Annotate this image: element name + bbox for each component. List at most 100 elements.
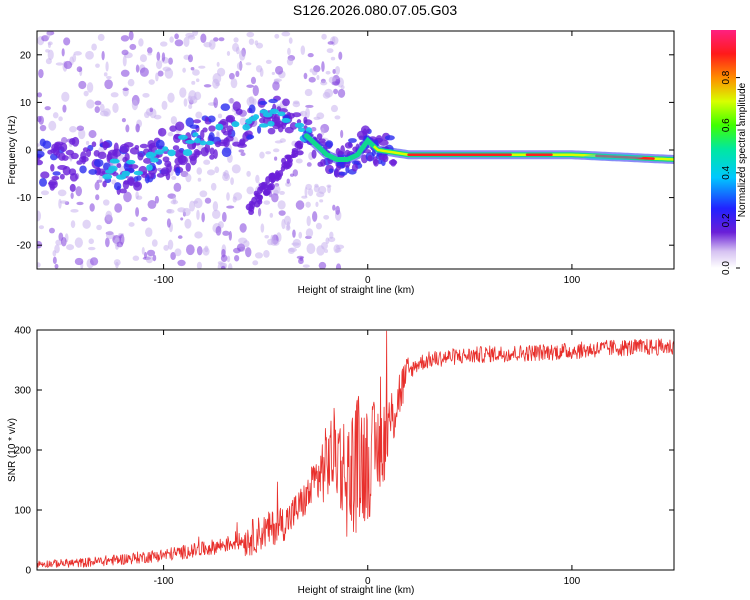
spectrogram-noise-blob	[37, 210, 42, 222]
spectrogram-noise-blob	[226, 50, 231, 56]
spectrogram-band-blob	[50, 164, 55, 172]
spectrogram-core-blob	[199, 140, 207, 146]
spectrogram-band-blob	[226, 125, 234, 133]
spectrogram-core-blob	[194, 137, 201, 144]
spectrogram-core-blob	[281, 117, 291, 123]
spectrogram-noise-blob	[195, 111, 203, 119]
spectrogram-noise-blob	[300, 45, 306, 55]
spectrogram-noise-blob	[40, 190, 50, 196]
spectrogram-band-blob	[119, 143, 130, 154]
spectrogram-noise-blob	[145, 255, 154, 264]
spectrogram-band-blob	[58, 152, 66, 161]
spectrogram-noise-blob	[264, 235, 269, 239]
spectrogram-noise-blob	[105, 61, 109, 72]
spectrogram-band-blob	[237, 143, 247, 148]
spectrogram-noise-blob	[135, 191, 139, 200]
spectrogram-noise-blob	[161, 52, 166, 62]
spectrogram-band-blob	[351, 163, 358, 172]
spectrogram-core-blob	[149, 152, 157, 157]
spectrogram-noise-blob	[105, 230, 114, 240]
spectrogram-band-blob	[208, 131, 215, 142]
spectrogram-band-blob	[239, 138, 246, 146]
spectrogram-band-blob	[316, 133, 323, 140]
spectrogram-core-blob	[146, 164, 153, 171]
spectrogram-band-blob	[76, 160, 83, 165]
spectrogram-noise-blob	[146, 249, 156, 257]
spectrogram-xtick-label: -100	[154, 275, 174, 286]
spectrogram-noise-blob	[121, 49, 129, 56]
spectrogram-noise-blob	[167, 132, 174, 137]
spectrogram-noise-blob	[312, 211, 318, 222]
spectrogram-noise-blob	[61, 48, 65, 57]
spectrogram-band-blob	[81, 156, 86, 165]
spectrogram-noise-blob	[106, 75, 112, 80]
spectrogram-ridge-widening	[582, 154, 643, 161]
spectrogram-noise-blob	[332, 204, 336, 211]
spectrogram-noise-blob	[230, 177, 234, 185]
spectrogram-noise-blob	[60, 236, 67, 247]
spectrogram-band-blob	[157, 127, 167, 137]
spectrogram-noise-blob	[329, 231, 334, 239]
spectrogram-noise-blob	[340, 85, 345, 90]
spectrogram-noise-blob	[331, 36, 336, 46]
spectrogram-noise-blob	[135, 64, 140, 73]
spectrogram-noise-blob	[127, 78, 135, 87]
spectrogram-noise-blob	[135, 123, 140, 133]
spectrogram-noise-blob	[338, 51, 343, 61]
spectrogram-band-blob	[185, 162, 191, 172]
spectrogram-core-blob	[215, 123, 224, 131]
spectrogram-noise-blob	[234, 254, 240, 262]
spectrogram-band-blob	[39, 178, 48, 187]
spectrogram-band-blob	[194, 150, 202, 156]
spectrogram-noise-blob	[82, 219, 91, 229]
spectrogram-noise-blob	[304, 88, 313, 97]
spectrogram-branch-blob	[254, 193, 259, 200]
spectrogram-noise-blob	[169, 36, 174, 43]
spectrogram-noise-blob	[177, 207, 186, 213]
spectrogram-noise-blob	[74, 257, 84, 266]
spectrogram-noise-blob	[301, 195, 308, 199]
snr-series-line	[37, 330, 674, 568]
spectrogram-noise-blob	[299, 256, 304, 261]
spectrogram-noise-blob	[89, 203, 95, 212]
spectrogram-branch-blob	[294, 152, 299, 158]
spectrogram-noise-blob	[59, 200, 68, 204]
spectrogram-noise-blob	[154, 195, 160, 204]
spectrogram-noise-blob	[321, 33, 327, 40]
spectrogram-noise-blob	[327, 185, 331, 194]
spectrogram-noise-blob	[70, 208, 79, 213]
colorbar-label: Normalized spectral amplitude	[737, 82, 748, 217]
spectrogram-band-blob	[390, 158, 397, 167]
spectrogram-noise-blob	[196, 209, 200, 221]
spectrogram-noise-blob	[248, 38, 255, 45]
spectrogram-core-blob	[150, 157, 159, 163]
colorbar-tick-label: 0.0	[721, 261, 732, 275]
spectrogram-noise-blob	[330, 56, 336, 61]
spectrogram-noise-blob	[265, 151, 272, 155]
spectrogram-band-blob	[42, 140, 52, 149]
spectrogram-noise-blob	[259, 67, 264, 77]
spectrogram-noise-blob	[252, 85, 259, 97]
spectrogram-noise-blob	[292, 101, 301, 108]
spectrogram-band-blob	[204, 143, 211, 154]
spectrogram-band-blob	[102, 180, 107, 188]
spectrogram-core-blob	[102, 173, 113, 180]
spectrogram-noise-blob	[121, 118, 126, 123]
spectrogram-band-blob	[333, 169, 340, 178]
spectrogram-noise-blob	[114, 203, 123, 213]
spectrogram-noise-blob	[312, 70, 318, 76]
spectrogram-band-blob	[93, 158, 104, 168]
spectrogram-noise-blob	[155, 72, 159, 82]
spectrogram-noise-blob	[70, 220, 76, 229]
spectrogram-noise-blob	[83, 90, 89, 97]
spectrogram-noise-blob	[318, 261, 327, 269]
spectrogram-band-blob	[214, 141, 221, 148]
spectrogram-noise-blob	[271, 71, 275, 76]
spectrogram-noise-blob	[123, 191, 132, 203]
spectrogram-core-blob	[252, 114, 260, 120]
spectrogram-noise-blob	[325, 70, 331, 75]
spectrogram-noise-blob	[182, 67, 186, 73]
snr-ytick-label: 300	[14, 386, 31, 397]
spectrogram-noise-blob	[86, 82, 94, 93]
